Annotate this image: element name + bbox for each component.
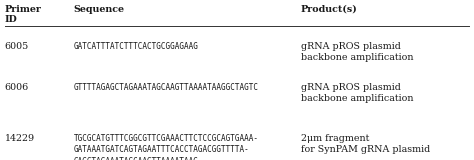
Text: Sequence: Sequence [73,5,125,14]
Text: 2μm fragment
for SynPAM gRNA plasmid: 2μm fragment for SynPAM gRNA plasmid [301,134,430,155]
Text: Primer
ID: Primer ID [5,5,42,24]
Text: GTTTTAGAGCTAGAAATAGCAAGTTAAAATAAGGCTAGTC: GTTTTAGAGCTAGAAATAGCAAGTTAAAATAAGGCTAGTC [73,83,258,92]
Text: Product(s): Product(s) [301,5,358,14]
Text: 6005: 6005 [5,42,29,51]
Text: gRNA pROS plasmid
backbone amplification: gRNA pROS plasmid backbone amplification [301,83,413,103]
Text: 14229: 14229 [5,134,35,143]
Text: gRNA pROS plasmid
backbone amplification: gRNA pROS plasmid backbone amplification [301,42,413,62]
Text: GATCATTTATCTTTCACTGCGGAGAAG: GATCATTTATCTTTCACTGCGGAGAAG [73,42,198,51]
Text: 6006: 6006 [5,83,29,92]
Text: TGCGCATGTTTCGGCGTTCGAAACTTCTCCGCAGTGAAA-
GATAAATGATCAGTAGAATTTCACCTAGACGGTTTTA-
: TGCGCATGTTTCGGCGTTCGAAACTTCTCCGCAGTGAAA-… [73,134,258,160]
